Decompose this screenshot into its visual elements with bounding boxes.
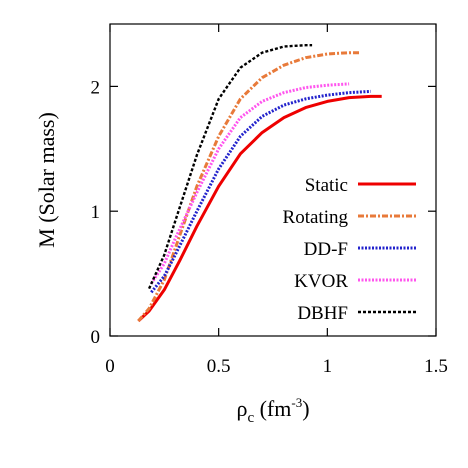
legend-label-dd-f: DD-F [304,239,348,260]
series-line-rotating [137,51,360,322]
series-line-dbhf [148,44,313,290]
plot-frame [109,23,437,337]
series-line-static [137,94,382,323]
x-tick-label: 1.5 [424,356,448,377]
x-axis-title-sup: -3 [291,395,302,410]
x-axis-title-unit: (fm [254,396,291,421]
legend-label-dbhf: DBHF [297,303,348,324]
series-lines [137,44,382,323]
y-tick-label: 1 [91,202,101,223]
x-axis-title-sub: c [247,410,254,426]
x-axis-title-base: ρ [236,396,247,421]
legend: Static Rotating DD-F KVOR DBHF [283,175,416,324]
legend-label-rotating: Rotating [283,207,349,228]
legend-label-static: Static [305,175,348,196]
x-axis-title: ρc (fm-3) [236,395,309,426]
x-tick-label: 0.5 [207,356,231,377]
x-tick-label: 0 [105,356,115,377]
x-tick-label: 1 [323,356,333,377]
ticks [109,24,437,337]
y-tick-label: 0 [91,327,101,348]
tick-labels: 0 0.5 1 1.5 0 1 2 [91,77,448,377]
y-axis-title: M (Solar mass) [34,112,59,248]
x-axis-title-close: ) [302,396,309,421]
y-tick-label: 2 [91,77,101,98]
legend-label-kvor: KVOR [294,271,348,292]
